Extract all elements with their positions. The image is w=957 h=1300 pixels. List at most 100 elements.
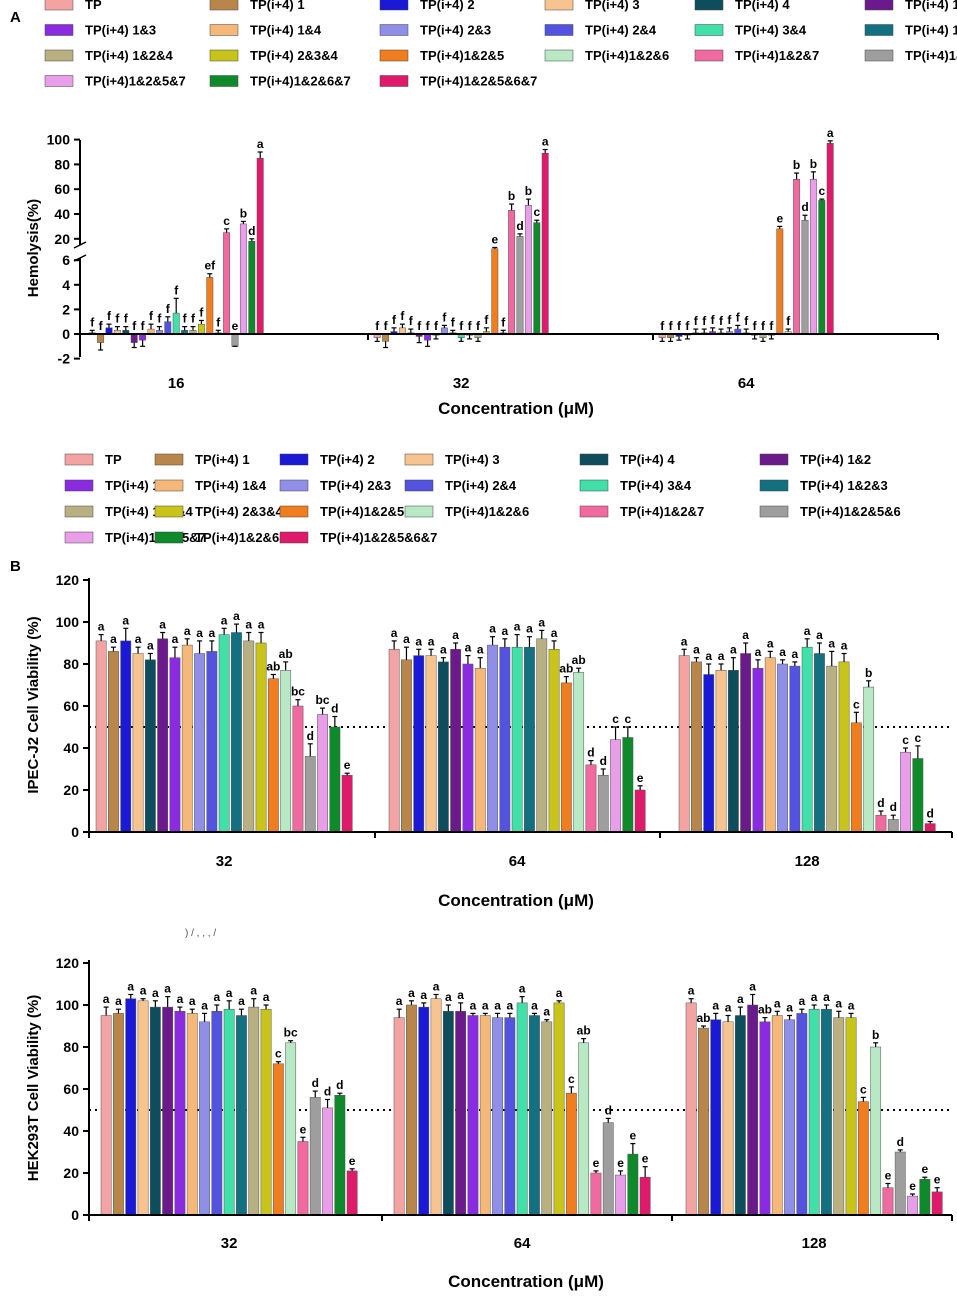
bar-hek-64-s14 <box>553 1002 565 1216</box>
significance-letter: f <box>157 312 162 326</box>
y-tick-label: 20 <box>63 782 79 798</box>
bar-ipec-64-s8 <box>474 667 486 833</box>
significance-letter: f <box>132 319 137 333</box>
significance-letter: bc <box>291 685 305 699</box>
significance-letter: a <box>457 988 464 1002</box>
legend-label-8: TP(i+4) 1&4 <box>195 478 267 493</box>
legend-label-2: TP(i+4) 1 <box>195 452 250 467</box>
significance-letter: f <box>166 302 171 316</box>
legend-swatch-7 <box>44 24 74 36</box>
legend-swatch-14 <box>154 505 184 518</box>
y-tick-label: 40 <box>54 206 70 222</box>
bar-ipec-32-s5 <box>144 659 156 833</box>
bar-ipec-32-s4 <box>132 653 144 833</box>
significance-letter: f <box>769 319 774 333</box>
significance-letter: c <box>568 1072 575 1086</box>
bar-ipec-32-s18 <box>304 756 316 833</box>
bar-hek-64-s18 <box>602 1122 614 1216</box>
significance-letter: a <box>538 615 545 629</box>
legend-label-6: TP(i+4) 1&2 <box>800 452 871 467</box>
significance-letter: a <box>779 645 786 659</box>
significance-letter: f <box>669 319 674 333</box>
bar-hemolysis-16-s14 <box>197 323 205 335</box>
bar-hek-128-s5 <box>734 1015 746 1216</box>
x-tick-label-16: 16 <box>168 375 185 392</box>
bar-hek-64-s13 <box>541 1021 553 1216</box>
bar-ipec-64-s16 <box>573 672 585 833</box>
significance-letter: d <box>587 746 594 760</box>
significance-letter: f <box>115 312 120 326</box>
legend-panel-a: TP TP(i+4) 1 TP(i+4) 2 TP(i+4) 3 TP(i+4) 4 TP… <box>44 0 957 89</box>
significance-letter: a <box>172 632 179 646</box>
bar-hek-32-s16 <box>285 1042 297 1216</box>
bar-hek-32-s19 <box>322 1107 333 1216</box>
significance-letter: f <box>141 319 146 333</box>
bar-hek-128-s16 <box>870 1046 882 1216</box>
significance-letter: e <box>885 1169 892 1183</box>
bar-ipec-64-s9 <box>487 644 498 833</box>
bar-ipec-32-s17 <box>292 705 304 833</box>
legend-swatch-20 <box>154 531 184 544</box>
legend-swatch-20 <box>209 75 239 87</box>
bar-ipec-64-s2 <box>401 659 412 833</box>
bar-hek-64-s2 <box>406 1004 417 1216</box>
significance-letter: a <box>823 990 830 1004</box>
significance-letter: f <box>711 313 716 327</box>
bar-hek-32-s7 <box>174 1011 186 1216</box>
significance-letter: f <box>199 305 204 319</box>
significance-letter: f <box>400 309 405 323</box>
bar-hek-128-s12 <box>821 1008 832 1216</box>
significance-letter: c <box>853 697 860 711</box>
x-axis-title: Concentration (μM) <box>448 1272 604 1291</box>
bar-hek-32-s11 <box>223 1008 235 1216</box>
significance-letter: a <box>428 634 435 648</box>
significance-letter: ab <box>577 1024 591 1038</box>
bar-hek-32-s17 <box>297 1141 309 1216</box>
bar-ipec-32-s10 <box>206 651 218 833</box>
legend-label-1: TP <box>85 0 102 12</box>
legend-label-12: TP(i+4) 1&2&3 <box>905 23 957 38</box>
legend-label-20: TP(i+4)1&2&6&7 <box>195 530 296 545</box>
legend-label-21: TP(i+4)1&2&5&6&7 <box>320 530 437 545</box>
significance-letter: a <box>189 994 196 1008</box>
significance-letter: ab <box>559 662 573 676</box>
significance-letter: a <box>115 994 122 1008</box>
legend-swatch-1 <box>44 0 74 11</box>
bar-hek-32-s9 <box>199 1021 210 1216</box>
legend-swatch-18 <box>759 505 789 518</box>
x-tick-label-128: 128 <box>795 853 820 870</box>
bar-ipec-64-s20 <box>622 737 634 833</box>
bar-ipec-128-s13 <box>826 665 838 833</box>
bar-hemolysis-16-s19 <box>239 223 247 335</box>
bar-ipec-64-s3 <box>413 655 425 833</box>
significance-letter: a <box>531 998 538 1012</box>
y-tick-label: 120 <box>56 955 80 971</box>
significance-letter: c <box>860 1082 867 1096</box>
significance-letter: a <box>415 634 422 648</box>
significance-letter: a <box>816 628 823 642</box>
legend-label-9: TP(i+4) 2&3 <box>320 478 391 493</box>
significance-letter: a <box>742 628 749 642</box>
x-tick-label-32: 32 <box>453 375 470 392</box>
significance-letter: a <box>110 632 117 646</box>
significance-letter: f <box>761 319 766 333</box>
significance-letter: a <box>827 126 834 140</box>
bar-hek-128-s7 <box>759 1021 771 1216</box>
significance-letter: e <box>630 1129 637 1143</box>
significance-letter: c <box>902 733 909 747</box>
legend-swatch-8 <box>154 479 184 492</box>
legend-label-11: TP(i+4) 3&4 <box>735 23 807 38</box>
legend-label-15: TP(i+4)1&2&5 <box>320 504 404 519</box>
significance-letter: a <box>556 986 563 1000</box>
significance-letter: f <box>442 310 447 324</box>
significance-letter: ef <box>204 259 216 273</box>
legend-label-21: TP(i+4)1&2&5&6&7 <box>420 74 537 89</box>
significance-letter: f <box>786 314 791 328</box>
y-tick-label: 4 <box>62 277 70 293</box>
significance-letter: d <box>331 702 338 716</box>
significance-letter: a <box>140 984 147 998</box>
legend-swatch-5 <box>694 0 724 11</box>
y-tick-label: 100 <box>56 614 80 630</box>
significance-letter: c <box>818 184 825 198</box>
